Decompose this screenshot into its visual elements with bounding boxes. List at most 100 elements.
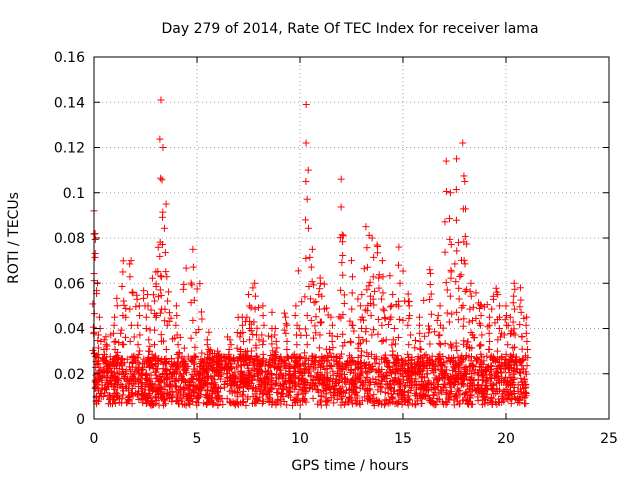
scatter-point [264, 332, 272, 340]
scatter-point [384, 389, 392, 397]
scatter-point [107, 379, 115, 387]
scatter-point [364, 301, 372, 309]
scatter-peak-plume-point [271, 350, 279, 358]
scatter-point [266, 384, 274, 392]
scatter-point [489, 381, 497, 389]
scatter-point [207, 383, 215, 391]
scatter-peak-point [159, 144, 167, 151]
scatter-point [355, 334, 363, 342]
scatter-point [312, 354, 320, 362]
scatter-peak-plume-point [189, 316, 197, 324]
scatter-point [203, 367, 211, 375]
scatter-peak-plume-point [338, 231, 346, 239]
scatter-point [202, 377, 210, 385]
scatter-point [509, 329, 517, 337]
scatter-peak-plume-point [378, 321, 386, 329]
scatter-point [120, 374, 128, 382]
scatter-point [165, 309, 173, 317]
scatter-point [404, 388, 412, 396]
scatter-point [517, 390, 525, 398]
scatter-point [376, 382, 384, 390]
scatter-point [459, 322, 467, 330]
scatter-peak-point [510, 279, 518, 287]
scatter-point [182, 264, 190, 272]
scatter-peak-point [135, 302, 143, 310]
scatter-point [128, 400, 136, 408]
scatter-point [145, 386, 153, 394]
scatter-point [470, 381, 478, 389]
scatter-point [293, 391, 301, 399]
scatter-point [230, 354, 238, 362]
scatter-peak-plume-point [237, 362, 245, 370]
scatter-peak-plume-point [135, 360, 143, 368]
scatter-peak-plume-point [190, 352, 198, 360]
scatter-peak-plume-point [494, 336, 502, 344]
scatter-point [198, 315, 206, 323]
scatter-point [237, 367, 245, 375]
scatter-point [408, 377, 416, 385]
scatter-peak-point [127, 257, 135, 265]
scatter-point [378, 377, 386, 385]
scatter-point [129, 380, 137, 388]
scatter-point [154, 365, 162, 373]
scatter-point [272, 400, 280, 408]
scatter-peak-plume-point [426, 281, 434, 289]
scatter-point [506, 352, 514, 360]
scatter-point [330, 399, 338, 407]
scatter-point [386, 272, 394, 280]
y-tick-label: 0.02 [54, 367, 85, 383]
scatter-peak-plume-point [437, 341, 445, 349]
scatter-point [510, 370, 518, 378]
scatter-peak-plume-point [495, 358, 503, 366]
scatter-point [335, 354, 343, 362]
scatter-peak-plume-point [441, 218, 449, 226]
scatter-point [290, 363, 298, 371]
scatter-point [165, 288, 173, 296]
scatter-point [300, 361, 308, 369]
grid-layer [94, 57, 609, 419]
scatter-peak-plume-point [477, 350, 485, 358]
scatter-point [215, 372, 223, 380]
scatter-peak-plume-point [112, 337, 120, 345]
scatter-peak-plume-point [89, 346, 97, 354]
scatter-point [262, 374, 270, 382]
scatter-point [292, 369, 300, 377]
scatter-peak-plume-point [283, 337, 291, 345]
scatter-point [196, 280, 204, 288]
scatter-point [355, 340, 363, 348]
scatter-point [231, 378, 239, 386]
scatter-point [509, 299, 517, 307]
scatter-point [385, 363, 393, 371]
scatter-peak-point [368, 234, 376, 242]
scatter-peak-plume-point [120, 341, 128, 349]
scatter-peak-plume-point [164, 297, 172, 305]
scatter-peak-point [172, 302, 180, 310]
scatter-point [187, 279, 195, 287]
scatter-point [451, 260, 459, 268]
scatter-peak-point [461, 177, 469, 185]
scatter-point [113, 381, 121, 389]
scatter-point [378, 366, 386, 374]
scatter-point [519, 384, 527, 392]
scatter-point [412, 336, 420, 344]
scatter-point [274, 389, 282, 397]
scatter-peak-plume-point [203, 355, 211, 363]
scatter-point [493, 379, 501, 387]
scatter-point [366, 394, 374, 402]
scatter-peak-plume-point [517, 308, 525, 316]
scatter-peak-plume-point [478, 331, 486, 339]
scatter-point [133, 390, 141, 398]
scatter-point [161, 379, 169, 387]
scatter-point [165, 390, 173, 398]
scatter-point [196, 362, 204, 370]
scatter-peak-plume-point [460, 337, 468, 345]
scatter-peak-plume-point [458, 304, 466, 312]
scatter-peak-plume-point [452, 186, 460, 194]
scatter-point [192, 382, 200, 390]
scatter-point [351, 365, 359, 373]
scatter-point [391, 340, 399, 348]
scatter-peak-plume-point [259, 341, 267, 349]
scatter-point [130, 371, 138, 379]
scatter-point [416, 392, 424, 400]
scatter-point [192, 398, 200, 406]
